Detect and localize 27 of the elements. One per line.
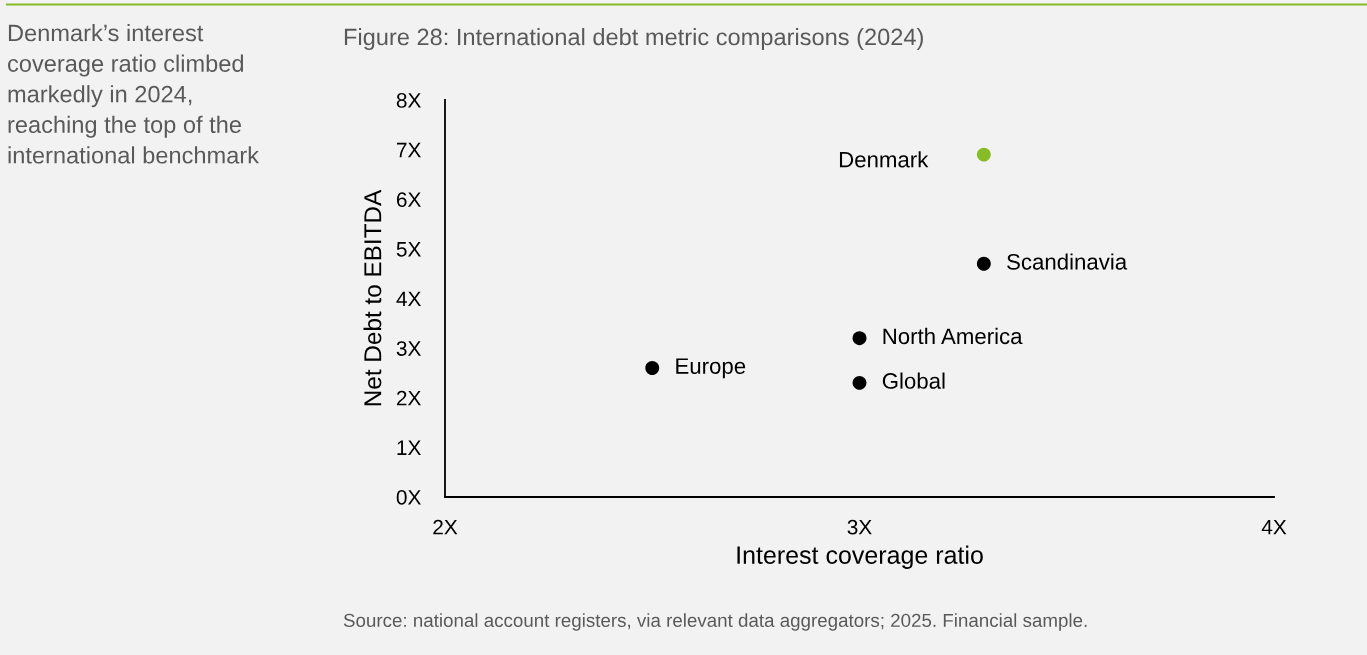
text: Denmark’s interest coverage ratio climbed markedly in 2024, reaching the top of the international benchmark [8, 24, 260, 164]
y-tick-label: 5X [396, 242, 421, 257]
x-tick-label: 2X [433, 519, 458, 535]
series-label: North America [883, 327, 1023, 345]
x-tick-label: 4X [1261, 519, 1287, 535]
point [976, 147, 991, 162]
point [852, 331, 867, 346]
y-tick-label: 1X [397, 440, 421, 455]
y-tick-label: 2X [396, 390, 421, 406]
y-tick-label: 3X [396, 341, 421, 356]
y-tick-label: 0X [396, 490, 421, 505]
point [852, 375, 867, 390]
x-tick-label: 3X [847, 519, 872, 535]
point [645, 361, 660, 375]
source-note: Source: national account registers, via relevant data aggregators; 2025. Financial sample. [343, 613, 1087, 631]
y-tick-label: 8X [396, 93, 421, 108]
y-tick-label: 6X [396, 192, 421, 207]
point [976, 256, 991, 271]
series-label: Global [882, 372, 945, 389]
y-tick-label: 4X [396, 291, 421, 307]
y-tick-label: 7X [396, 142, 421, 158]
x-axis-title: Interest coverage ratio [737, 545, 983, 569]
series-label: Scandinavia [1007, 253, 1128, 270]
text: Denmark [839, 151, 929, 168]
y-axis-title: Net Debt to EBITDA [363, 189, 382, 406]
chart-title: Figure 28: International debt metric comparisons (2024) [344, 28, 923, 50]
series-label: Europe [676, 358, 746, 379]
